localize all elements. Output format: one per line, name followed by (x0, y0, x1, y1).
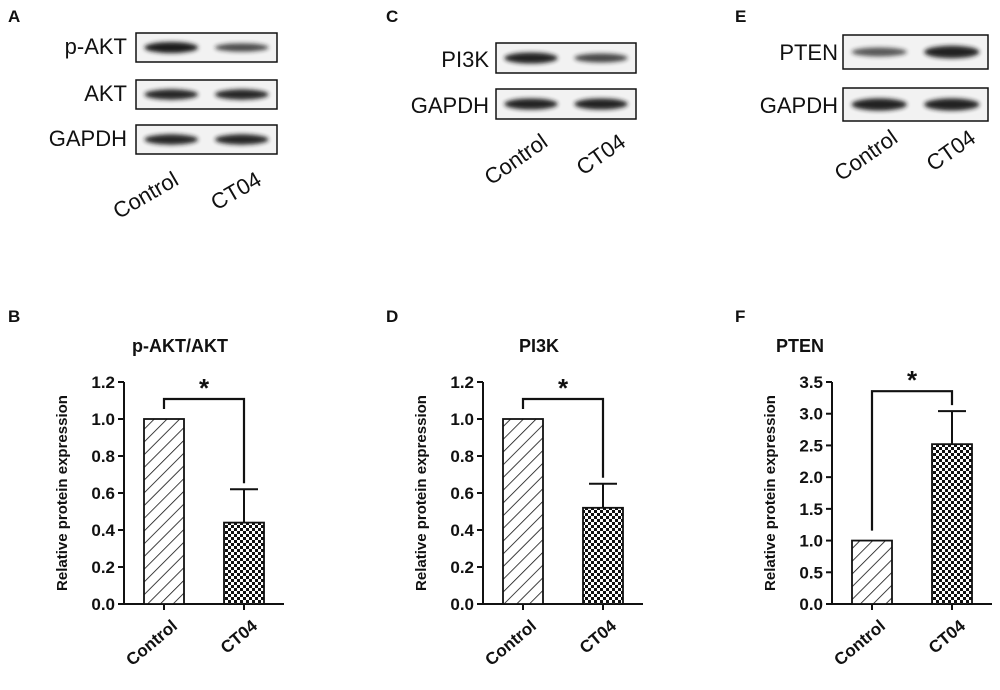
blot-strip-pten (842, 34, 989, 70)
lane-label-control-e: Control (830, 125, 902, 186)
chart-1-y-tick-label-0: 0.0 (450, 595, 474, 614)
chart-1-significance-bracket (521, 397, 605, 478)
blot-strip-gapdh-e-band-1 (851, 98, 907, 111)
blot-strip-akt-band-1 (144, 89, 199, 100)
chart-2-y-tick-label-6: 3.0 (799, 405, 823, 424)
chart-2-category-label-control: Control (830, 616, 889, 669)
blot-strip-gapdh-band-2 (214, 134, 269, 145)
lane-label-ct04-c: CT04 (572, 129, 630, 180)
blot-strip-akt (135, 79, 278, 110)
blot-strip-gapdh-c-band-2 (574, 98, 628, 110)
blot-strip-akt-band-2 (214, 89, 269, 100)
chart-0-y-tick-label-6: 1.2 (91, 373, 115, 392)
chart-0-y-tick-label-1: 0.2 (91, 558, 115, 577)
panel-letter-a: A (8, 7, 20, 26)
chart-1-title: PI3K (519, 336, 559, 356)
chart-2-category-label-ct04: CT04 (925, 616, 969, 658)
chart-1-y-tick-label-6: 1.2 (450, 373, 474, 392)
chart-2-y-tick-label-0: 0.0 (799, 595, 823, 614)
chart-0-y-tick-label-5: 1.0 (91, 410, 115, 429)
blot-strip-p-akt-band-1 (144, 41, 199, 54)
chart-0-y-tick-label-3: 0.6 (91, 484, 115, 503)
panel-letter-e: E (735, 7, 746, 26)
chart-1-y-tick-label-4: 0.8 (450, 447, 474, 466)
blot-strip-pi3k-band-1 (504, 52, 558, 64)
blot-row-label-pten: PTEN (779, 40, 838, 65)
blot-strip-pi3k-band-2 (574, 53, 628, 63)
chart-2-bar-ct04 (931, 443, 973, 605)
chart-1-y-tick-label-3: 0.6 (450, 484, 474, 503)
chart-0-category-label-ct04: CT04 (217, 616, 261, 658)
lane-label-ct04: CT04 (206, 167, 265, 216)
bar-chart-pten: PTEN Relative protein expression 0.0 0.5 1.0… (762, 336, 992, 670)
chart-1-significance-star: * (558, 373, 569, 403)
lane-label-ct04-e: CT04 (922, 125, 980, 176)
panel-letter-f: F (735, 307, 745, 326)
chart-2-y-tick-label-7: 3.5 (799, 373, 823, 392)
bar-chart-pi3k: PI3K Relative protein expression 0.0 0.2 0.4… (413, 336, 643, 670)
blot-row-label-gapdh-c: GAPDH (411, 93, 489, 118)
lane-label-control-c: Control (480, 129, 552, 190)
chart-2-y-axis-label: Relative protein expression (762, 395, 779, 591)
chart-2-y-tick-label-4: 2.0 (799, 468, 823, 487)
chart-0-title: p-AKT/AKT (132, 336, 228, 356)
blot-strip-gapdh-band-1 (144, 134, 199, 145)
blot-row-label-pi3k: PI3K (441, 47, 489, 72)
blot-strip-gapdh-c-band-1 (504, 98, 558, 110)
panel-letter-d: D (386, 307, 398, 326)
blot-strip-p-akt-band-2 (214, 43, 269, 52)
chart-2-title: PTEN (776, 336, 824, 356)
chart-1-bar-ct04 (582, 506, 624, 605)
blot-row-label-gapdh-e: GAPDH (760, 93, 838, 118)
panel-letter-c: C (386, 7, 398, 26)
blot-strip-p-akt (135, 32, 278, 63)
blot-strip-pten-band-1 (851, 47, 907, 57)
chart-2-significance-star: * (907, 365, 918, 395)
chart-0-bar-control (143, 418, 185, 605)
chart-0-significance-star: * (199, 373, 210, 403)
chart-0-y-axis-label: Relative protein expression (54, 395, 71, 591)
blot-panel-e: PTEN GAPDH Control CT04 (760, 34, 989, 186)
blot-row-label-p-akt: p-AKT (65, 34, 127, 59)
chart-1-y-tick-label-2: 0.4 (450, 521, 474, 540)
panel-letter-b: B (8, 307, 20, 326)
blot-strip-gapdh-e-band-2 (924, 98, 980, 111)
chart-2-y-tick-label-1: 0.5 (799, 563, 823, 582)
chart-0-category-label-control: Control (122, 616, 181, 669)
chart-1-y-tick-label-5: 1.0 (450, 410, 474, 429)
chart-1-y-tick-label-1: 0.2 (450, 558, 474, 577)
chart-2-y-tick-label-2: 1.0 (799, 532, 823, 551)
blot-row-label-gapdh: GAPDH (49, 126, 127, 151)
blot-row-label-akt: AKT (84, 81, 127, 106)
chart-1-y-axis-label: Relative protein expression (413, 395, 430, 591)
blot-strip-pi3k (495, 42, 637, 74)
bar-chart-p-akt-akt: p-AKT/AKT Relative protein expression 0.0 0… (54, 336, 284, 670)
chart-2-bar-control (851, 539, 893, 605)
lane-label-control: Control (109, 167, 183, 224)
chart-1-category-label-ct04: CT04 (576, 616, 620, 658)
chart-0-y-tick-label-4: 0.8 (91, 447, 115, 466)
chart-0-y-tick-label-2: 0.4 (91, 521, 115, 540)
chart-2-y-tick-label-3: 1.5 (799, 500, 823, 519)
blot-panel-c: PI3K GAPDH Control CT04 (411, 42, 637, 190)
chart-0-y-tick-label-0: 0.0 (91, 595, 115, 614)
blot-strip-gapdh-c (495, 88, 637, 120)
chart-1-bar-control (502, 418, 544, 605)
blot-panel-a: p-AKT AKT GAPDH Control CT04 (49, 32, 278, 224)
blot-strip-pten-band-2 (924, 45, 980, 59)
chart-0-significance-bracket (162, 397, 246, 484)
chart-2-y-tick-label-5: 2.5 (799, 436, 823, 455)
chart-0-bar-ct04 (223, 521, 265, 605)
blot-strip-gapdh-e (842, 87, 989, 122)
chart-2-significance-bracket (870, 390, 954, 531)
blot-strip-gapdh (135, 124, 278, 155)
chart-1-category-label-control: Control (481, 616, 540, 669)
